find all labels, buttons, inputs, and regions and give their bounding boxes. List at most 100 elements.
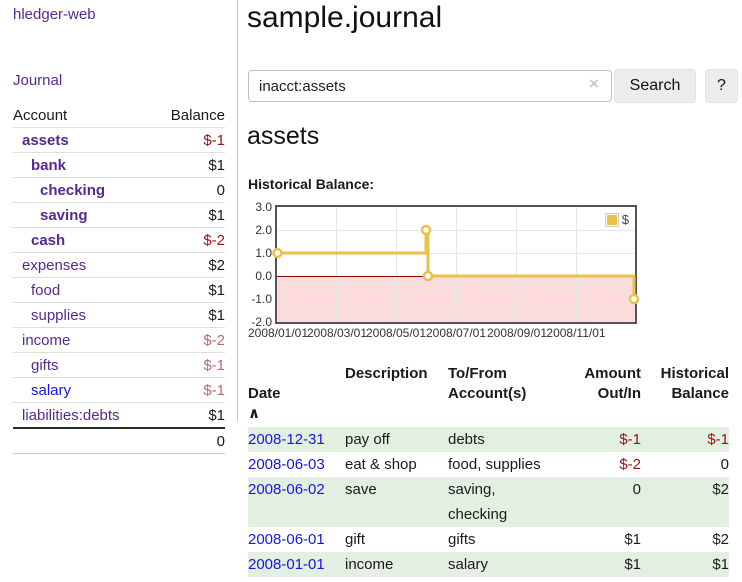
account-heading: assets <box>247 122 320 150</box>
transaction-accounts: food, supplies <box>448 456 541 473</box>
y-tick-label: 2.0 <box>255 223 272 237</box>
transaction-amount: $-1 <box>558 427 641 452</box>
account-link-food[interactable]: food <box>31 282 61 299</box>
page-title: sample.journal <box>247 1 443 34</box>
account-balance: $1 <box>153 202 225 228</box>
account-balance: $-2 <box>153 227 225 253</box>
account-row-expenses: expenses $2 <box>13 252 225 278</box>
transaction-date-link[interactable]: 2008-12-31 <box>248 431 325 448</box>
transaction-description: eat & shop <box>345 456 417 473</box>
transaction-accounts: salary <box>448 552 558 577</box>
y-tick-label: 0.0 <box>255 269 272 283</box>
account-link-cash[interactable]: cash <box>31 232 66 249</box>
y-tick-label: 3.0 <box>255 200 272 214</box>
transaction-balance: $2 <box>641 477 729 527</box>
chart-legend: $ <box>602 211 631 228</box>
transaction-amount: $1 <box>624 531 641 548</box>
transaction-amount: $1 <box>558 552 641 577</box>
account-row-food: food $1 <box>13 277 225 303</box>
account-balance: $-1 <box>153 377 225 403</box>
account-link-expenses[interactable]: expenses <box>22 257 87 274</box>
transaction-description: save <box>345 477 448 527</box>
accounts-table-header: Account Balance <box>13 103 225 128</box>
register-row: 2008-06-01 gift gifts $1 $2 <box>248 527 729 552</box>
legend-label: $ <box>621 212 629 227</box>
transaction-balance: $2 <box>712 531 729 548</box>
gridline <box>277 230 635 231</box>
register-table: Date ∧ Description To/From Account(s) Am… <box>248 364 729 577</box>
x-tick-label: 2008/07/01 <box>425 326 487 340</box>
transaction-date-link[interactable]: 2008-06-01 <box>248 531 325 548</box>
account-link-income[interactable]: income <box>22 332 71 349</box>
y-tick-label: -2.0 <box>251 315 272 329</box>
transaction-date-link[interactable]: 2008-06-02 <box>248 481 325 498</box>
legend-swatch-icon <box>604 212 619 227</box>
transaction-description: income <box>345 552 448 577</box>
gridline <box>456 207 457 322</box>
account-link-supplies[interactable]: supplies <box>31 307 87 324</box>
account-row-bank: bank $1 <box>13 152 225 178</box>
column-header-date: Date ∧ <box>248 364 345 427</box>
account-balance: $1 <box>153 277 225 303</box>
column-header-amount: Amount Out/In <box>584 365 641 402</box>
x-tick-label: 2008/11/01 <box>546 326 606 340</box>
transaction-accounts: gifts <box>448 531 476 548</box>
transaction-date-link[interactable]: 2008-06-03 <box>248 456 325 473</box>
transaction-amount: $-2 <box>619 456 641 473</box>
accounts-table: Account Balance assets $-1 bank $1 check… <box>13 103 225 454</box>
transaction-date-link[interactable]: 2008-01-01 <box>248 556 325 573</box>
account-link-saving[interactable]: saving <box>40 207 88 224</box>
gridline <box>277 253 635 254</box>
sort-ascending-icon: ∧ <box>248 405 261 422</box>
account-row-checking: checking 0 <box>13 177 225 203</box>
account-row-salary: salary $-1 <box>13 377 225 403</box>
search-input[interactable] <box>248 70 612 102</box>
gridline <box>277 299 635 300</box>
account-balance: $-2 <box>153 327 225 353</box>
nav-journal-link[interactable]: Journal <box>13 72 63 89</box>
column-header-historical: Historical Balance <box>660 365 729 402</box>
accounts-header-account: Account <box>13 107 68 124</box>
help-button[interactable]: ? <box>705 69 738 103</box>
register-row: 2008-01-01 income salary $1 $1 <box>248 552 729 577</box>
transaction-accounts: saving, checking <box>448 477 558 527</box>
account-balance: $1 <box>153 402 225 428</box>
account-balance: $1 <box>153 152 225 178</box>
y-tick-label: -1.0 <box>251 292 272 306</box>
account-link-bank[interactable]: bank <box>31 157 67 174</box>
register-header-row: Date ∧ Description To/From Account(s) Am… <box>248 364 729 427</box>
accounts-total-balance: 0 <box>153 427 225 454</box>
account-link-assets[interactable]: assets <box>22 132 69 149</box>
search-button[interactable]: Search <box>614 69 696 103</box>
column-header-description: Description <box>345 365 428 382</box>
account-link-gifts[interactable]: gifts <box>31 357 59 374</box>
column-header-accounts: To/From Account(s) <box>448 365 527 402</box>
account-row-income: income $-2 <box>13 327 225 353</box>
account-balance: $1 <box>153 302 225 328</box>
clear-search-icon[interactable]: × <box>589 74 599 93</box>
balance-series-line <box>272 224 640 305</box>
gridline <box>576 207 577 322</box>
date-header-label: Date <box>248 385 281 402</box>
sidebar: hledger-web Journal Account Balance asse… <box>0 0 238 454</box>
accounts-total-row: 0 <box>13 427 225 454</box>
account-balance: 0 <box>153 177 225 203</box>
account-row-supplies: supplies $1 <box>13 302 225 328</box>
account-balance: $-1 <box>153 352 225 378</box>
accounts-header-balance: Balance <box>170 107 225 124</box>
y-tick-label: 1.0 <box>255 246 272 260</box>
app-title-link[interactable]: hledger-web <box>13 6 96 23</box>
transaction-balance: $1 <box>641 552 729 577</box>
account-link-liabilities-debts[interactable]: liabilities:debts <box>22 407 120 424</box>
register-row: 2008-06-03 eat & shop food, supplies $-2… <box>248 452 729 477</box>
account-row-gifts: gifts $-1 <box>13 352 225 378</box>
account-row-cash: cash $-2 <box>13 227 225 253</box>
account-balance: $-1 <box>153 127 225 153</box>
account-row-assets: assets $-1 <box>13 127 225 153</box>
register-row: 2008-06-02 save saving, checking 0 $2 <box>248 477 729 527</box>
x-tick-label: 2008/01/01 <box>247 326 309 340</box>
account-link-checking[interactable]: checking <box>40 182 106 199</box>
account-link-salary[interactable]: salary <box>31 382 72 399</box>
transaction-amount: 0 <box>558 477 641 527</box>
chart-title: Historical Balance: <box>248 176 375 192</box>
